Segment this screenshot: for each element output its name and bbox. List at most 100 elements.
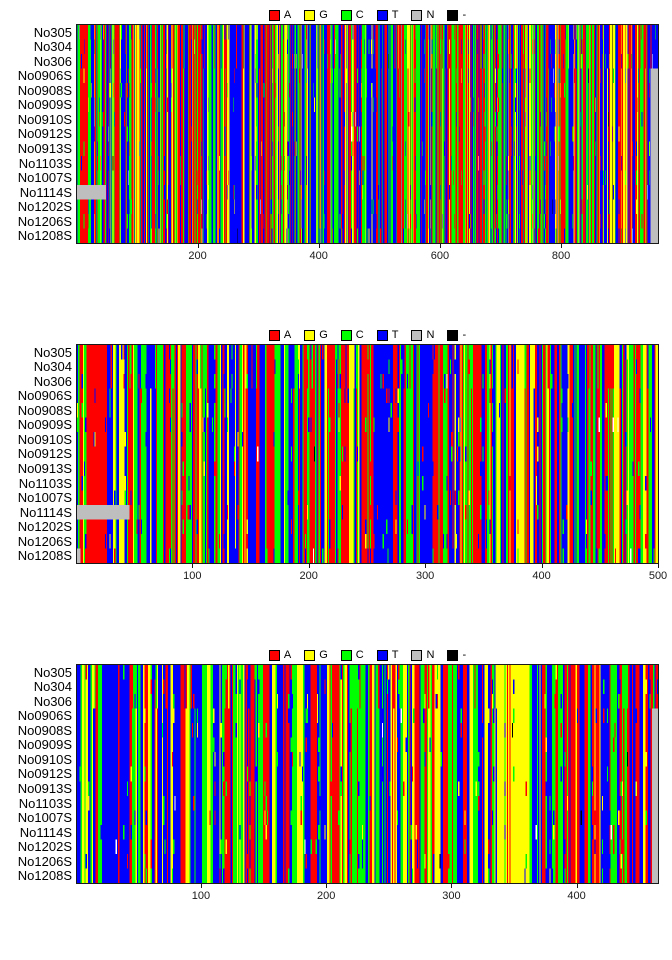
legend-swatch-icon bbox=[447, 9, 459, 21]
x-axis-tick-label: 300 bbox=[442, 890, 461, 902]
row-label: No306 bbox=[33, 53, 72, 69]
alignment-canvas bbox=[77, 345, 658, 563]
x-axis-tick bbox=[561, 244, 563, 248]
legend-label: T bbox=[391, 328, 399, 341]
row-label: No0908S bbox=[17, 82, 72, 98]
legend-item-gap: - bbox=[447, 9, 466, 21]
x-axis-tick bbox=[425, 564, 427, 568]
legend-item-T: T bbox=[376, 648, 399, 661]
legend-item-T: T bbox=[376, 8, 399, 21]
row-label: No1007S bbox=[17, 490, 72, 506]
legend-swatch-icon bbox=[268, 9, 280, 21]
alignment-canvas bbox=[77, 665, 658, 883]
legend-label: G bbox=[319, 8, 328, 21]
legend-label: C bbox=[355, 648, 364, 661]
legend-label: G bbox=[319, 648, 328, 661]
alignment-panel-1: A G C T N - No305 No304 No306 No0906S No0908S No090… bbox=[0, 0, 672, 320]
legend-item-T: T bbox=[376, 328, 399, 341]
legend-item-C: C bbox=[340, 8, 364, 21]
row-label: No304 bbox=[33, 359, 72, 375]
row-label: No1202S bbox=[17, 839, 72, 855]
x-axis-tick bbox=[200, 884, 202, 888]
legend-swatch-icon bbox=[340, 649, 352, 661]
row-label: No0909S bbox=[17, 97, 72, 113]
row-label: No0909S bbox=[17, 737, 72, 753]
x-axis-tick bbox=[197, 244, 199, 248]
row-label: No0906S bbox=[17, 708, 72, 724]
x-axis-tick bbox=[326, 884, 328, 888]
legend-label: A bbox=[283, 328, 292, 341]
row-label: No1103S bbox=[18, 795, 72, 811]
x-axis-tick bbox=[576, 884, 578, 888]
row-label: No1103S bbox=[18, 475, 72, 491]
legend-item-N: N bbox=[411, 8, 435, 21]
x-axis-tick-label: 400 bbox=[532, 570, 551, 582]
legend-swatch-icon bbox=[268, 329, 280, 341]
row-label: No304 bbox=[33, 679, 72, 695]
legend-swatch-icon bbox=[411, 649, 423, 661]
row-label: No1206S bbox=[17, 853, 72, 869]
row-labels: No305 No304 No306 No0906S No0908S No0909S No09… bbox=[0, 665, 74, 883]
legend-label: N bbox=[426, 648, 435, 661]
row-label: No0913S bbox=[17, 461, 72, 477]
legend-label: T bbox=[391, 648, 399, 661]
legend-swatch-icon bbox=[304, 9, 316, 21]
x-axis-tick bbox=[451, 884, 453, 888]
row-label: No0908S bbox=[17, 722, 72, 738]
row-label: No1114S bbox=[19, 184, 72, 200]
legend-label: A bbox=[283, 648, 292, 661]
alignment-panel-2: A G C T N - No305 No304 No306 No0906S No0908S No090… bbox=[0, 320, 672, 640]
x-axis-tick-label: 500 bbox=[648, 570, 668, 582]
alignment-plot bbox=[76, 664, 659, 884]
row-label: No0909S bbox=[17, 417, 72, 433]
row-label: No1202S bbox=[17, 519, 72, 535]
legend-label: T bbox=[391, 8, 399, 21]
row-labels: No305 No304 No306 No0906S No0908S No0909S No09… bbox=[0, 345, 74, 563]
legend-swatch-icon bbox=[447, 649, 459, 661]
x-axis: 100 200 300 400 bbox=[77, 884, 658, 908]
row-label: No0910S bbox=[17, 111, 72, 127]
x-axis-tick bbox=[439, 244, 441, 248]
row-label: No0912S bbox=[17, 126, 72, 142]
legend-label: C bbox=[355, 8, 364, 21]
legend-label: - bbox=[462, 648, 467, 661]
legend-swatch-icon bbox=[411, 9, 423, 21]
row-label: No0913S bbox=[17, 141, 72, 157]
row-label: No1114S bbox=[19, 824, 72, 840]
row-label: No0912S bbox=[17, 766, 72, 782]
row-label: No305 bbox=[33, 344, 72, 360]
row-label: No1202S bbox=[17, 199, 72, 215]
legend-swatch-icon bbox=[304, 329, 316, 341]
legend-item-N: N bbox=[411, 329, 434, 341]
legend-label: N bbox=[426, 8, 435, 21]
row-label: No1007S bbox=[17, 810, 72, 826]
legend-swatch-icon bbox=[376, 649, 388, 661]
row-label: No305 bbox=[33, 24, 72, 40]
row-label: No306 bbox=[33, 693, 72, 709]
legend-item-G: G bbox=[304, 329, 328, 341]
legend-item-gap: - bbox=[447, 648, 467, 661]
row-label: No306 bbox=[33, 373, 72, 389]
legend-item-G: G bbox=[304, 8, 328, 21]
row-label: No1206S bbox=[17, 213, 72, 229]
row-label: No0906S bbox=[17, 68, 72, 84]
legend-item-gap: - bbox=[447, 328, 467, 341]
x-axis: 200 400 600 800 bbox=[77, 244, 658, 268]
row-labels: No305 No304 No306 No0906S No0908S No0909S No09… bbox=[0, 25, 74, 243]
x-axis-tick bbox=[658, 564, 659, 568]
x-axis-tick bbox=[192, 564, 194, 568]
row-label: No0912S bbox=[17, 446, 72, 462]
x-axis-tick-label: 800 bbox=[551, 250, 571, 262]
x-axis: 100 200 300 400 500 bbox=[77, 564, 667, 588]
row-label: No1114S bbox=[19, 504, 72, 520]
legend-swatch-icon bbox=[268, 649, 280, 661]
legend-item-C: C bbox=[340, 329, 364, 341]
row-label: No304 bbox=[33, 39, 72, 55]
x-axis-tick-label: 300 bbox=[415, 570, 435, 582]
legend-label: - bbox=[462, 328, 467, 341]
legend-item-N: N bbox=[411, 648, 435, 661]
alignment-canvas bbox=[77, 25, 658, 243]
